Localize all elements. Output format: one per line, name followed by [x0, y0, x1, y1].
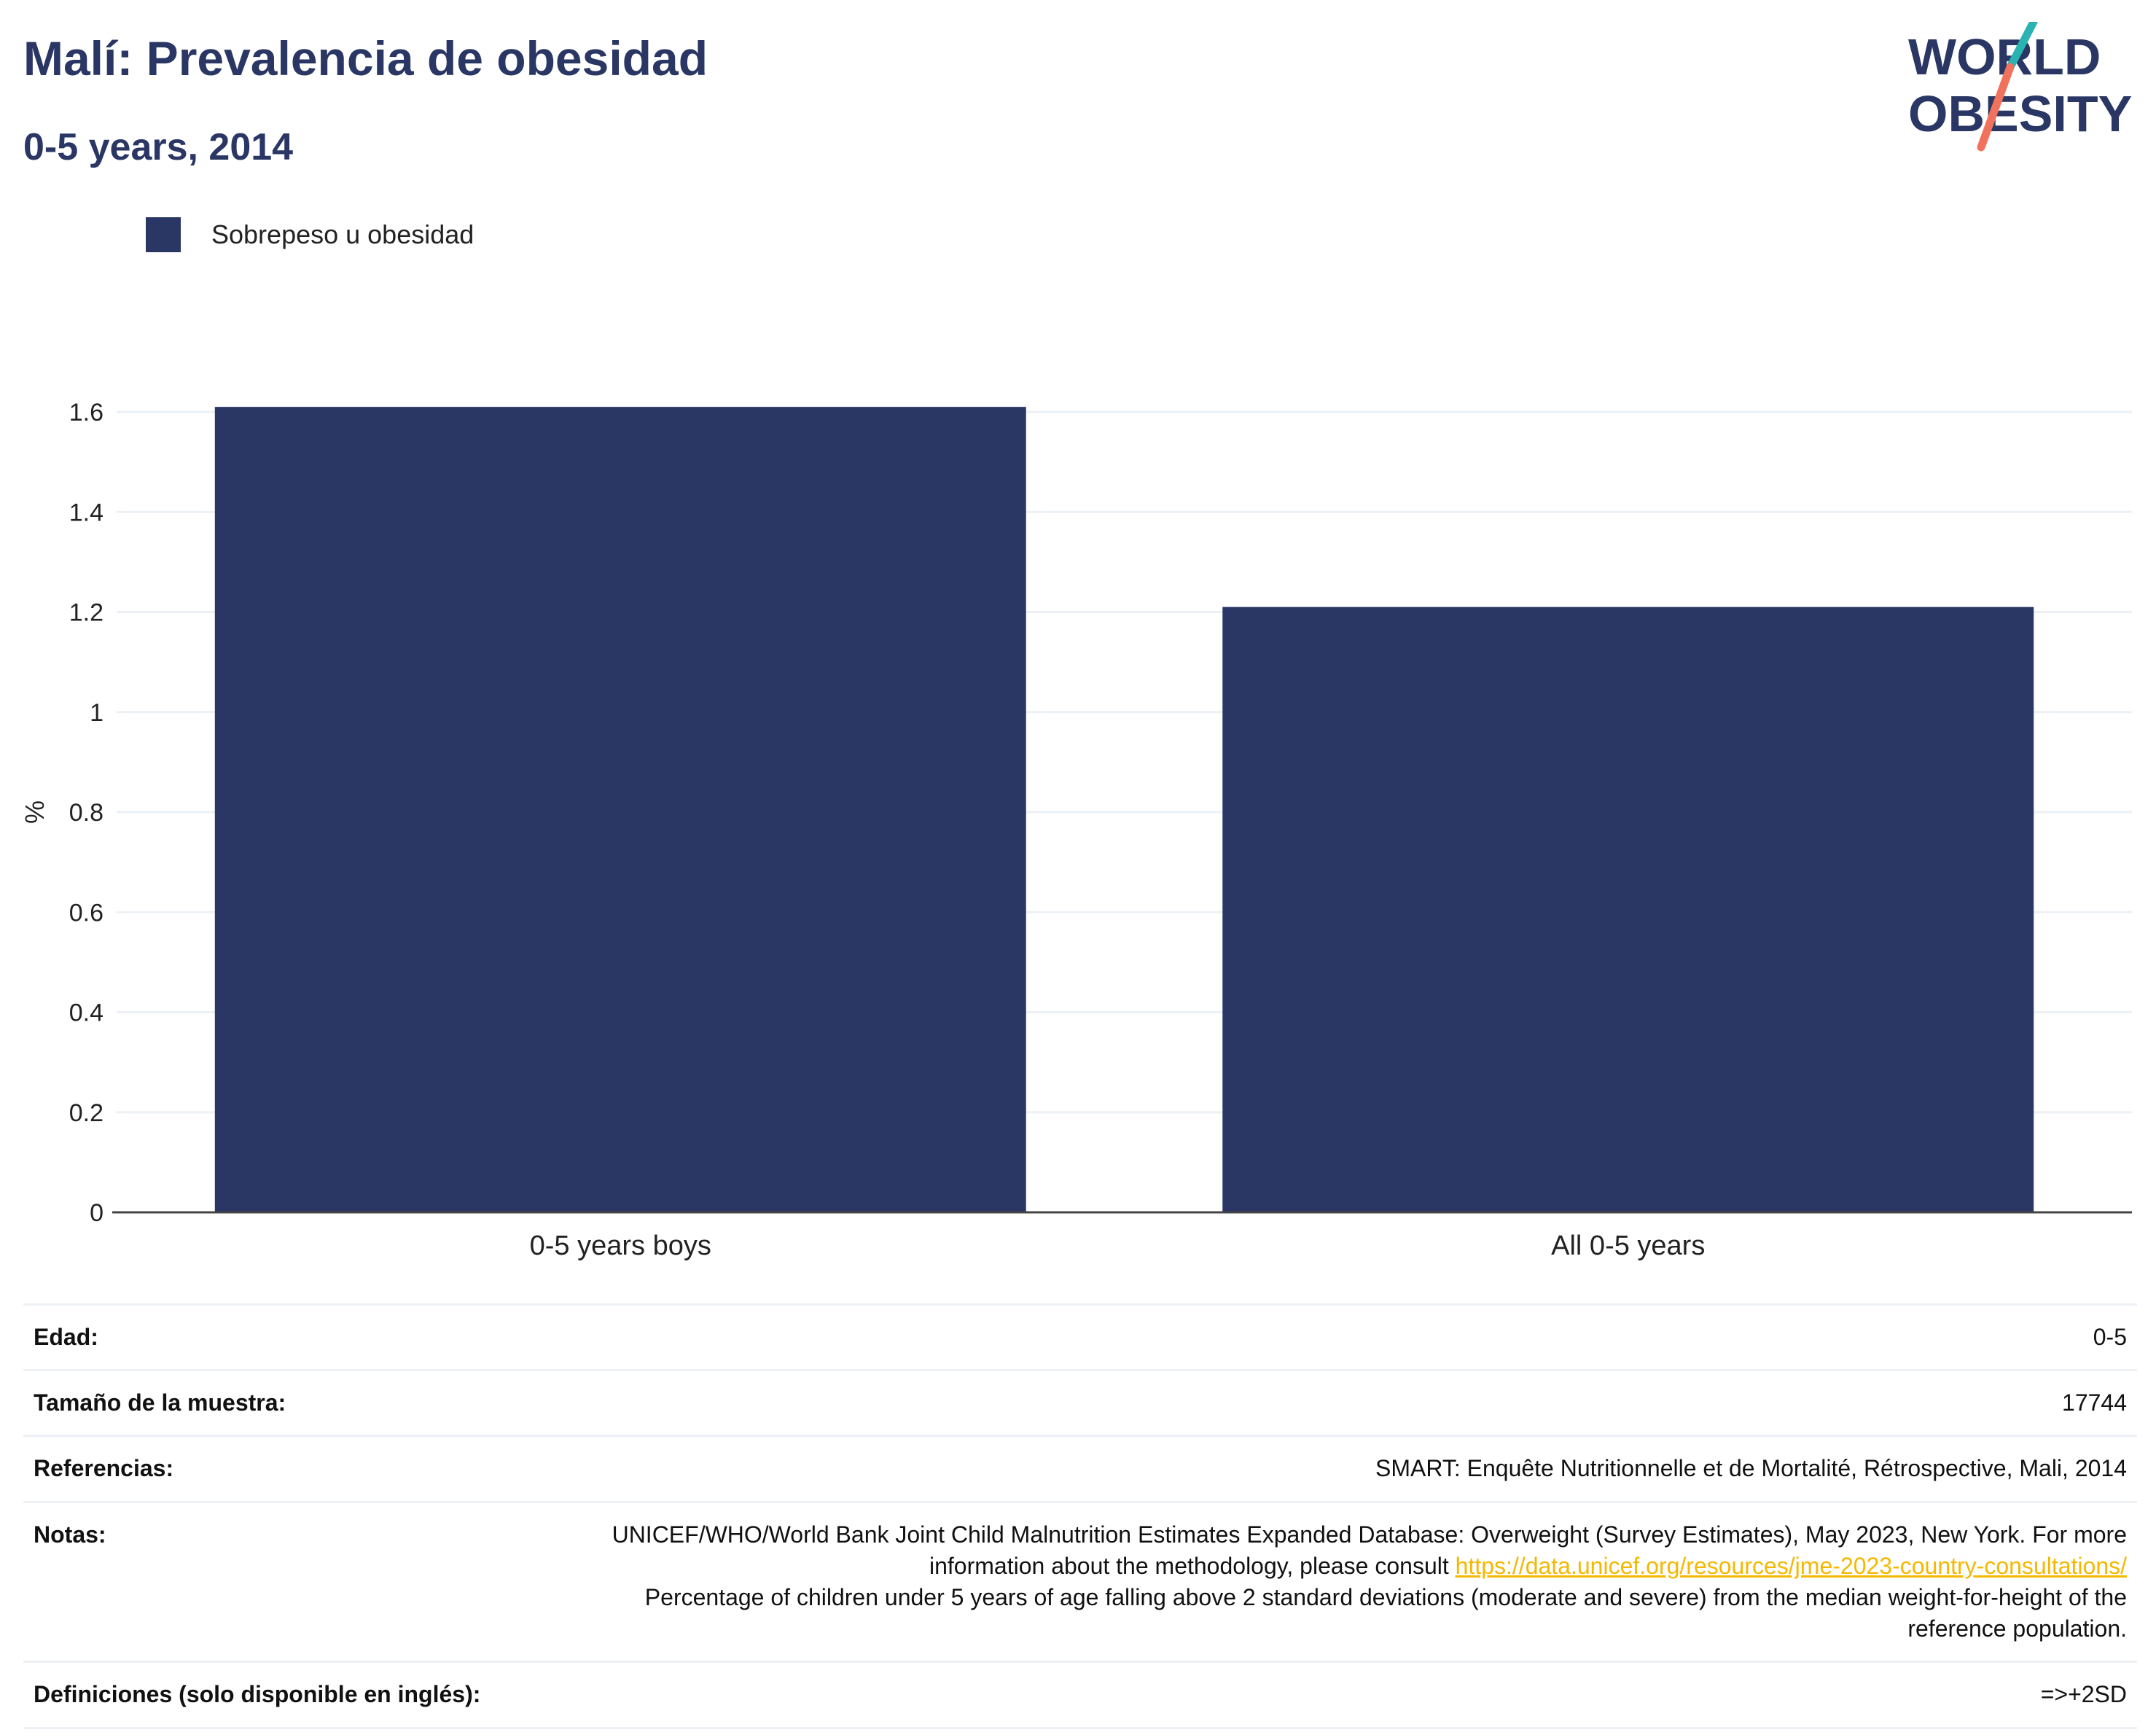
y-tick-label: 0.2	[69, 1099, 103, 1127]
y-tick-label: 0.6	[69, 899, 103, 927]
chart-legend[interactable]: Sobrepeso u obesidad	[146, 217, 474, 252]
y-tick-label: 0.8	[69, 799, 103, 827]
page-title: Malí: Prevalencia de obesidad	[23, 31, 708, 85]
bar-0	[214, 407, 1026, 1213]
edad-label: Edad:	[34, 1324, 98, 1350]
info-row-muestra: Tamaño de la muestra: 17744	[23, 1370, 2137, 1436]
logo-slash-teal	[2006, 22, 2038, 71]
x-tick-label: 0-5 years boys	[530, 1231, 711, 1261]
definiciones-value: =>+2SD	[2040, 1681, 2127, 1708]
bars	[214, 407, 2034, 1213]
legend-label: Sobrepeso u obesidad	[211, 219, 474, 249]
info-row-referencias: Referencias: SMART: Enquête Nutritionnel…	[23, 1435, 2137, 1502]
y-tick-label: 1	[90, 699, 103, 727]
info-table: Edad: 0-5 Tamaño de la muestra: 17744 Re…	[23, 1303, 2137, 1729]
definiciones-label: Definiciones (solo disponible en inglés)…	[34, 1681, 481, 1708]
y-axis-title: %	[20, 800, 50, 824]
world-obesity-logo: WORLD OBESITY	[1908, 22, 2132, 152]
methodology-link[interactable]: https://data.unicef.org/resources/jme-20…	[1455, 1552, 2127, 1579]
notas-text-1: UNICEF/WHO/World Bank Joint Child Malnut…	[612, 1521, 2127, 1579]
x-tick-labels: 0-5 years boys All 0-5 years	[530, 1231, 1706, 1261]
notas-value: UNICEF/WHO/World Bank Joint Child Malnut…	[554, 1502, 2137, 1662]
info-row-edad: Edad: 0-5	[23, 1304, 2137, 1371]
y-tick-labels: 0 0.2 0.4 0.6 0.8 1 1.2 1.4 1.6	[69, 399, 103, 1227]
logo-text-obesity: OBESITY	[1908, 85, 2132, 142]
bar-1	[1222, 607, 2034, 1212]
logo-slash-coral	[1977, 63, 2015, 152]
muestra-label: Tamaño de la muestra:	[34, 1389, 286, 1416]
y-tick-label: 1.2	[69, 599, 103, 627]
referencias-value: SMART: Enquête Nutritionnelle et de Mort…	[1375, 1455, 2127, 1482]
notas-label: Notas:	[34, 1521, 106, 1548]
legend-swatch	[146, 217, 181, 252]
info-row-notas: Notas: UNICEF/WHO/World Bank Joint Child…	[23, 1502, 2137, 1662]
referencias-label: Referencias:	[34, 1455, 174, 1482]
y-tick-label: 1.6	[69, 399, 103, 426]
y-tick-label: 1.4	[69, 499, 103, 526]
x-tick-label: All 0-5 years	[1551, 1231, 1705, 1261]
y-tick-label: 0.4	[69, 999, 103, 1027]
y-tick-label: 0	[90, 1199, 103, 1227]
info-row-definiciones: Definiciones (solo disponible en inglés)…	[23, 1661, 2137, 1728]
bar-chart: 0 0.2 0.4 0.6 0.8 1 1.2 1.4 1.6 0-5 years boys Al…	[20, 399, 2132, 1261]
muestra-value: 17744	[2062, 1389, 2127, 1416]
notas-text-2: Percentage of children under 5 years of …	[644, 1583, 2127, 1642]
page-subtitle: 0-5 years, 2014	[23, 126, 294, 168]
edad-value: 0-5	[2093, 1324, 2127, 1350]
